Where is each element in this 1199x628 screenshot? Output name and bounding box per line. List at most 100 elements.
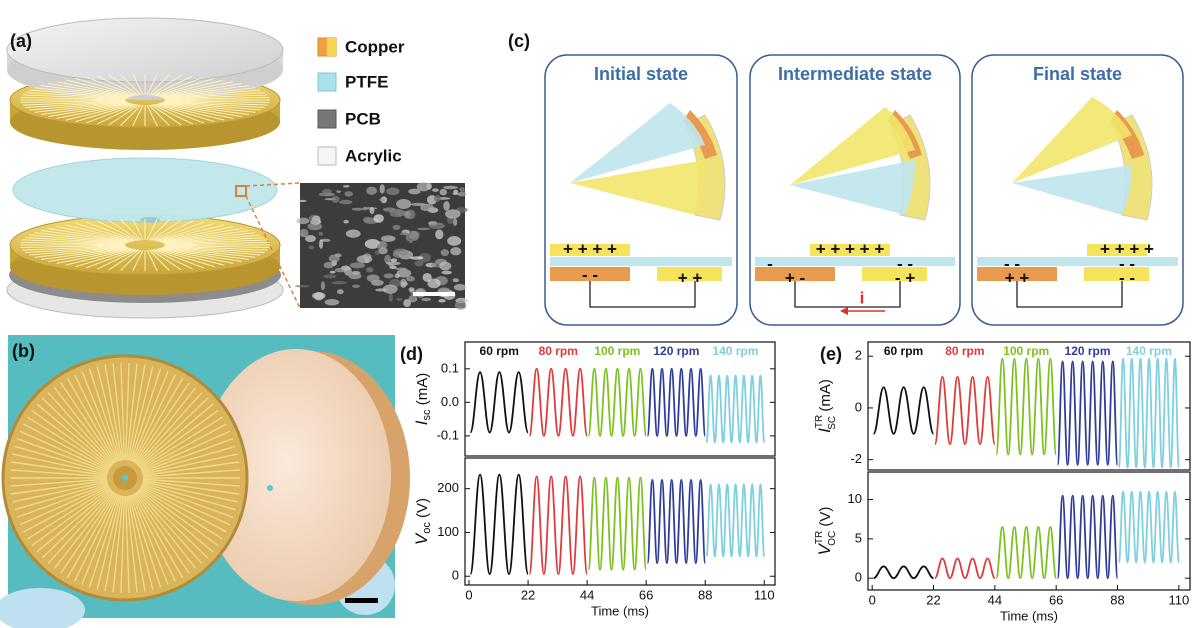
y-label-unit: (mA) [414,373,431,410]
sem-grain [363,253,372,259]
sem-grain [363,207,367,211]
series-line [1058,496,1118,579]
sem-grain [383,284,398,293]
sem-grain [399,232,408,235]
sem-grain [325,299,340,305]
sem-grain [344,191,352,196]
series-line [996,359,1056,455]
sem-grain [336,190,341,193]
y-label-sub: sc [421,409,433,421]
legend-label: 140 rpm [712,344,758,358]
sem-grain [389,292,393,302]
sem-grain [441,249,449,256]
sem-grain [455,301,467,310]
series-line [1119,359,1179,468]
sem-grain [447,236,461,246]
legend-label: 140 rpm [1126,344,1172,358]
legend-label: PTFE [345,72,388,91]
sem-grain [400,279,407,288]
y-tick-label: 0.1 [441,360,459,375]
series-line [874,387,934,434]
sem-grain [339,200,352,204]
sem-grain [374,214,384,223]
legend-swatch [318,73,336,91]
state-title: Intermediate state [778,64,932,84]
sem-grain [350,262,365,268]
acrylic-disc [7,18,283,82]
sem-grain [404,211,411,219]
y-tick-label: 0 [855,399,862,414]
sem-grain [335,268,348,272]
series-line [996,527,1056,578]
y-axis-label: ITRSC (mA) [814,379,838,433]
sem-grain [331,281,347,284]
sem-grain [441,271,452,275]
sem-grain [410,256,424,259]
y-tick-label: -0.1 [437,427,459,442]
y-tick-label: 100 [437,524,459,539]
sem-grain [381,235,395,242]
sem-grain [386,262,401,265]
y-tick-label: 0 [855,570,862,585]
scale-bar [345,598,378,603]
sem-grain [443,186,458,190]
legend-label: 80 rpm [539,344,578,358]
panel-label: (d) [400,344,423,364]
y-label-sub: oc [421,522,433,534]
x-tick-label: 88 [1110,592,1124,607]
sem-grain [421,298,431,301]
series-line [588,369,646,436]
series-line [935,559,995,579]
sem-grain [384,273,394,278]
x-axis-label: Time (ms) [591,603,649,618]
y-label-unit: (mA) [817,379,834,416]
legend-swatch [318,110,336,128]
series-line [588,478,646,570]
sem-grain [321,281,325,290]
sem-grain [343,185,350,188]
device-illustration [7,18,465,318]
sem-grain [396,199,411,209]
x-tick-label: 22 [521,587,535,602]
legend-label: 120 rpm [653,344,699,358]
sem-grain [380,184,385,193]
x-tick-label: 66 [639,587,653,602]
sem-grain [323,274,336,278]
sem-grain [440,189,447,195]
sem-grain [438,299,445,303]
sem-grain [395,268,407,270]
plot-frame [868,472,1190,590]
sem-grain [298,200,307,202]
series-line [707,376,765,443]
sem-grain [394,274,400,279]
sem-grain [439,262,451,271]
series-line [470,475,528,574]
sem-grain [311,219,319,224]
sem-grain [346,229,361,237]
figure: Copper PTFE PCB Acrylic (a) (b) (c) (d) … [0,0,1199,628]
y-label-sup: TR [814,531,825,544]
y-tick-label: 2 [855,348,862,363]
bottom-electrode [1084,267,1149,281]
sem-grain [453,218,457,226]
sem-grain [453,278,459,282]
material-legend: Copper PTFE PCB Acrylic [318,37,405,165]
sem-grain [319,232,324,236]
charge-label: - + [895,268,915,287]
y-tick-label: 200 [437,480,459,495]
sem-grain [386,188,399,196]
series-line [648,480,706,563]
series-line [1058,361,1118,464]
sem-grain [379,198,384,201]
series-line [529,369,587,436]
y-tick-label: 10 [848,491,862,506]
ptfe-wedge [790,160,915,215]
y-tick-label: 0 [452,568,459,583]
legend-label: 80 rpm [945,344,984,358]
series-line [935,377,995,444]
y-axis-label: Isc (mA) [412,373,432,425]
sem-grain [427,183,432,190]
sem-grain [295,285,309,287]
photo [0,335,410,628]
sem-grain [445,209,461,218]
